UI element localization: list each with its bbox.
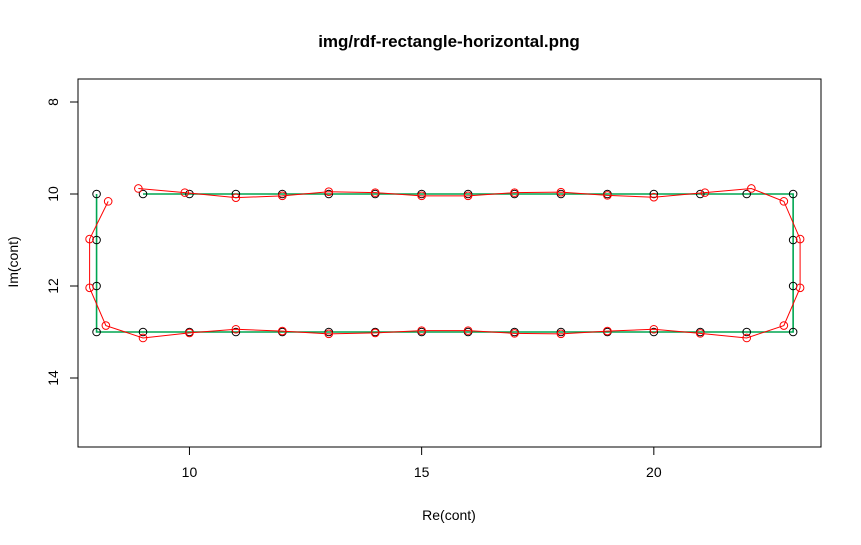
data-point: [742, 189, 752, 199]
x-axis-label: Re(cont): [422, 507, 476, 523]
data-point: [603, 326, 612, 336]
y-axis: 8 10 12 14: [45, 98, 79, 386]
y-tick-label: 14: [45, 370, 61, 386]
data-point: [417, 191, 426, 201]
data-point: [138, 189, 148, 199]
data-point: [556, 187, 566, 197]
data-point: [742, 333, 752, 343]
data-point: [556, 329, 566, 339]
x-axis: 10 15 20: [182, 446, 662, 480]
y-tick-label: 12: [45, 278, 61, 294]
data-point: [779, 197, 789, 206]
data-point: [103, 197, 113, 206]
data-point: [278, 326, 287, 336]
data-point: [788, 235, 798, 245]
data-point: [85, 283, 94, 293]
data-point: [649, 327, 659, 337]
series-0: [92, 189, 798, 337]
data-point: [510, 188, 519, 197]
data-point: [649, 324, 659, 334]
data-point: [603, 191, 612, 200]
data-point: [185, 189, 194, 199]
data-point: [231, 193, 241, 202]
data-point: [779, 321, 789, 330]
data-point: [278, 191, 287, 201]
data-point: [788, 189, 798, 199]
data-point: [324, 187, 334, 196]
data-point: [747, 184, 756, 193]
data-point: [695, 329, 705, 338]
chart-title: img/rdf-rectangle-horizontal.png: [318, 32, 580, 51]
data-point: [324, 329, 334, 339]
data-point: [138, 327, 148, 337]
x-tick-label: 15: [414, 464, 430, 480]
series-line: [89, 187, 801, 339]
data-point: [463, 191, 473, 201]
data-point: [85, 234, 94, 244]
data-point: [695, 189, 705, 199]
data-point: [231, 327, 241, 337]
data-point: [700, 188, 710, 197]
plot-frame: [77, 78, 822, 448]
data-point: [649, 189, 659, 199]
data-point: [417, 326, 426, 335]
data-point: [92, 235, 101, 245]
data-point: [370, 328, 380, 338]
data-point: [649, 192, 659, 202]
data-point: [185, 328, 194, 338]
data-point: [134, 184, 143, 193]
data-point: [510, 329, 519, 338]
data-point: [370, 188, 380, 197]
y-tick-label: 8: [45, 98, 61, 106]
data-point: [463, 326, 473, 335]
data-point: [101, 321, 111, 330]
data-point: [231, 324, 241, 334]
series-layer: [85, 184, 805, 343]
series-line: [95, 193, 794, 333]
x-tick-label: 20: [646, 464, 662, 480]
data-point: [795, 283, 805, 293]
data-point: [138, 333, 148, 343]
data-point: [742, 327, 752, 337]
series-1: [85, 184, 805, 343]
data-point: [788, 327, 798, 337]
y-axis-label: Im(cont): [5, 236, 21, 287]
data-point: [324, 189, 334, 199]
data-point: [92, 189, 101, 199]
y-tick-label: 10: [45, 186, 61, 202]
data-point: [180, 188, 190, 197]
data-point: [92, 327, 101, 337]
x-tick-label: 10: [182, 464, 198, 480]
data-point: [795, 234, 805, 244]
